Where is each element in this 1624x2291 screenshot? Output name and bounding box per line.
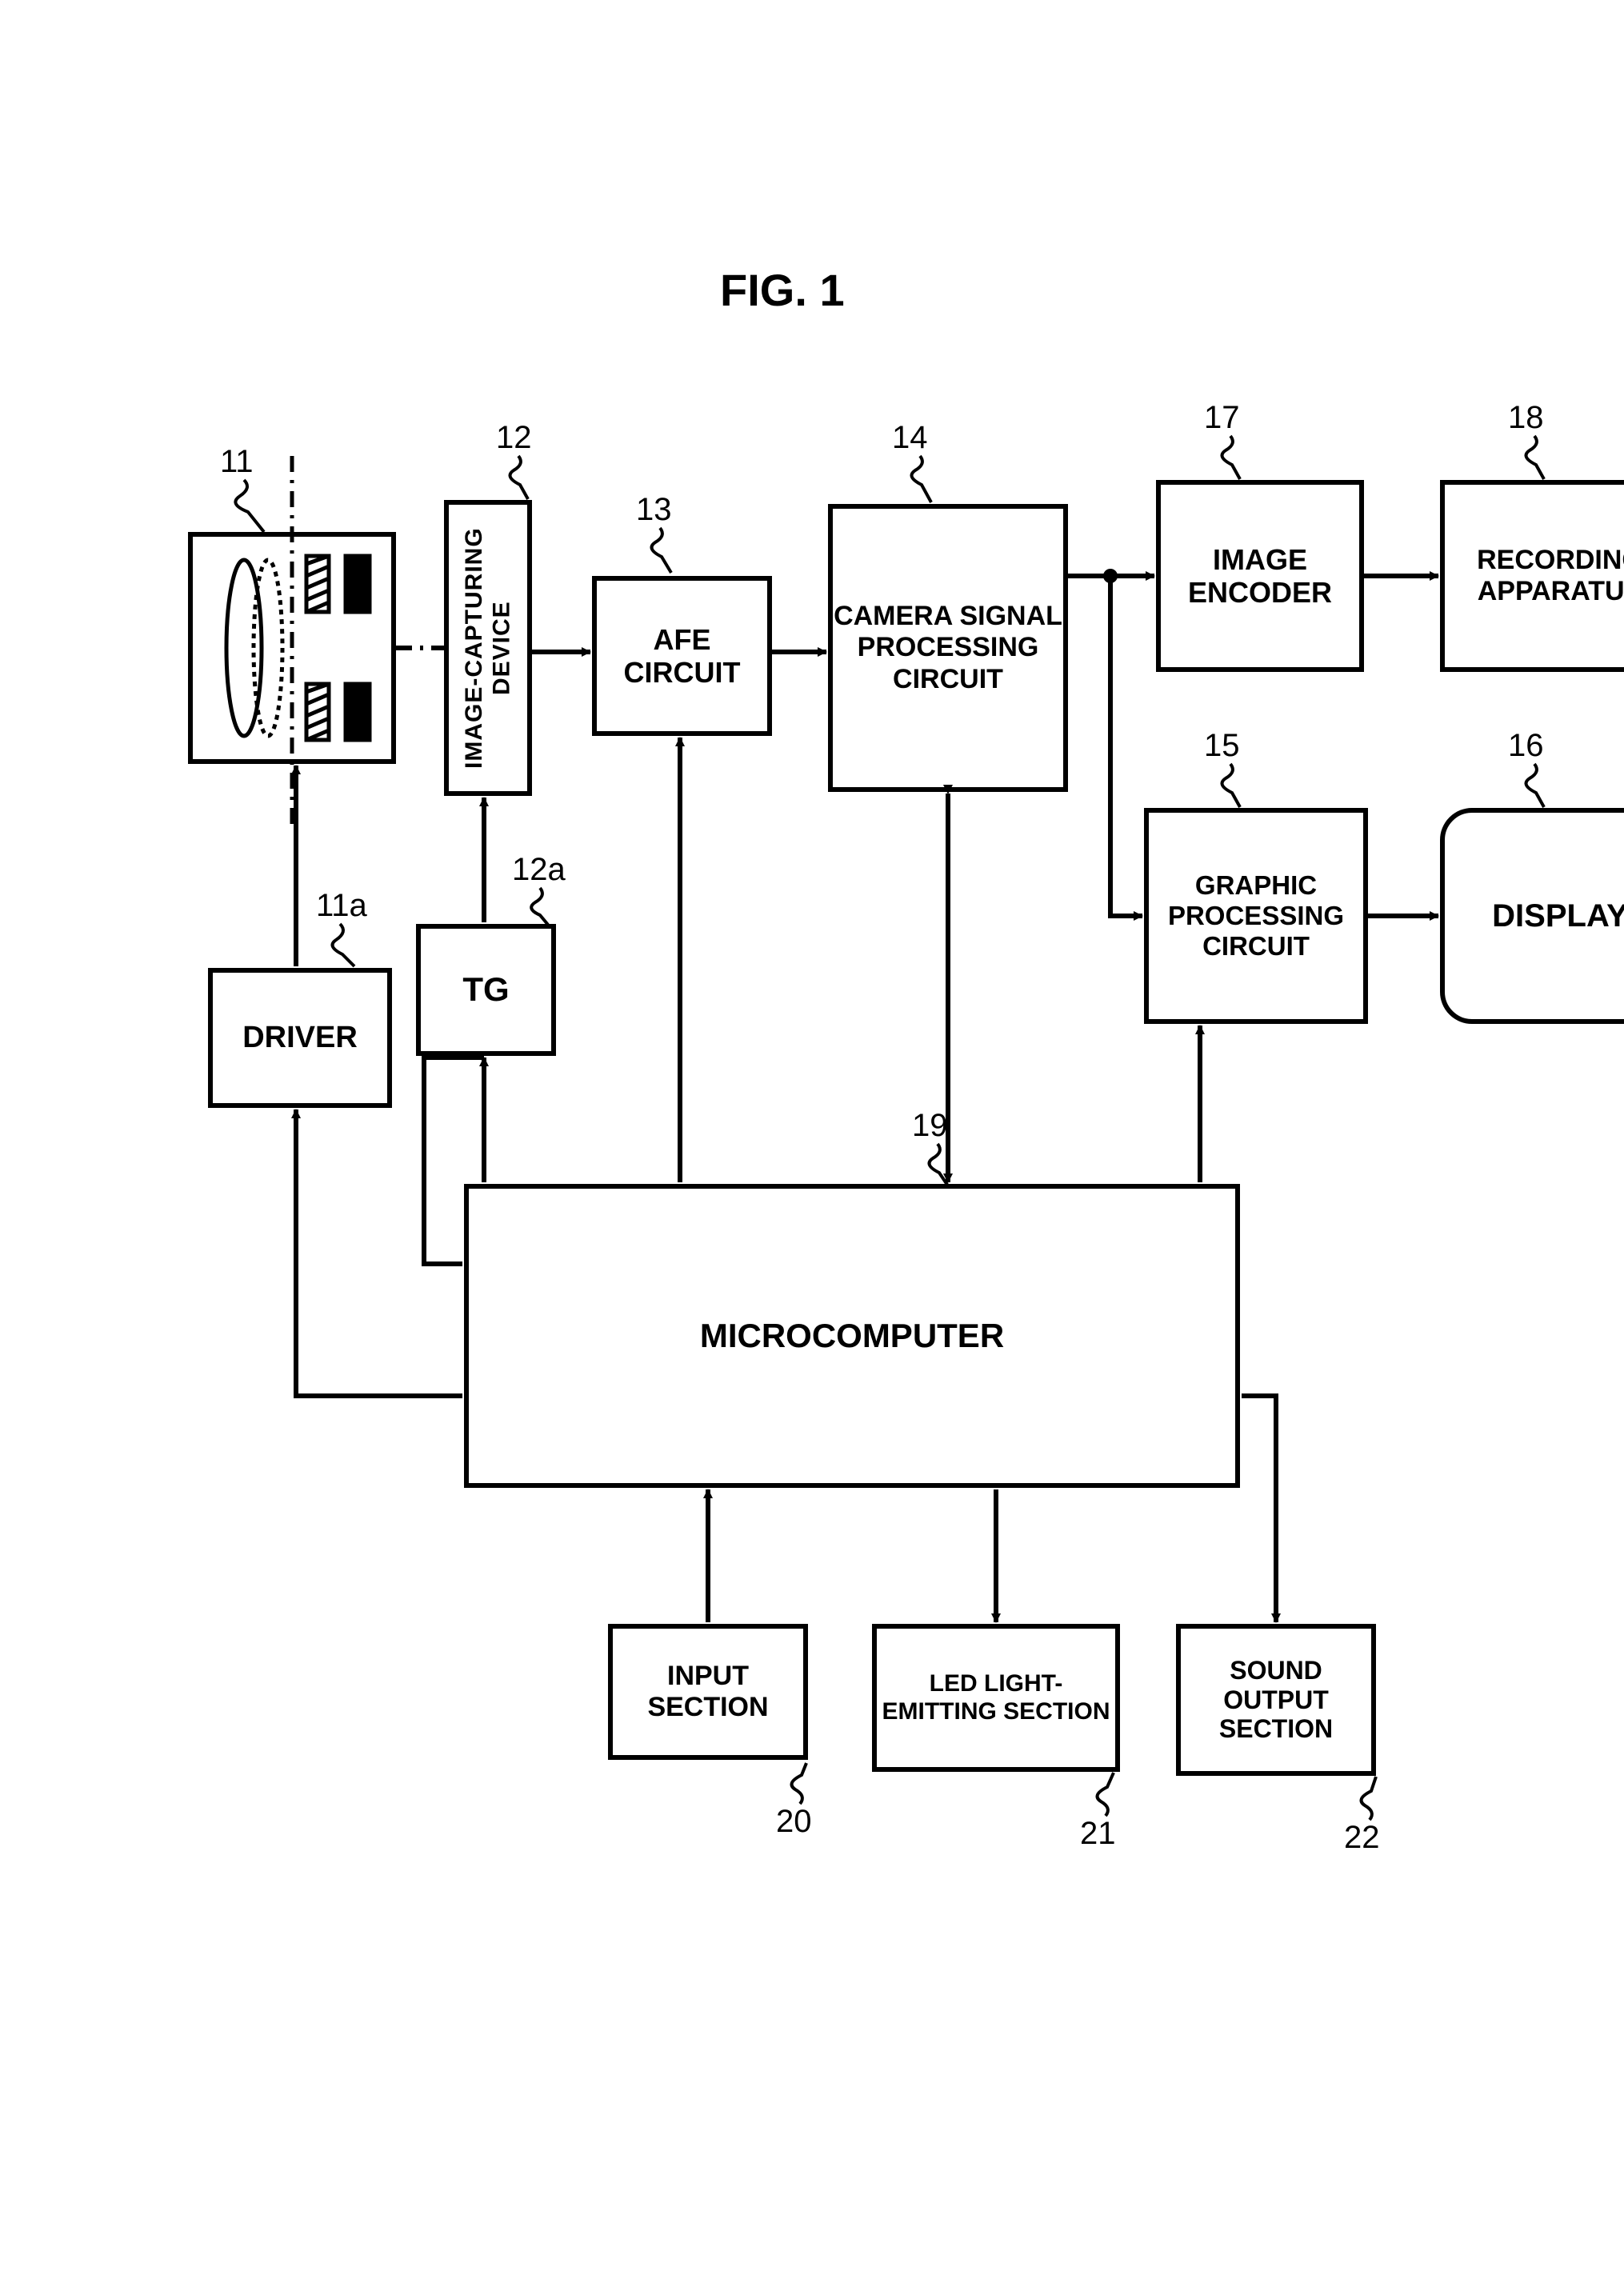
input-label: INPUT SECTION	[613, 1661, 803, 1723]
ref-11a: 11a	[316, 888, 367, 924]
diagram-canvas: FIG. 1 DRIVER IMAGE-CAPTURING DEVICE TG …	[0, 0, 1624, 2291]
ref-12a: 12a	[512, 852, 566, 888]
graphic-label: GRAPHIC PROCESSING CIRCUIT	[1149, 870, 1363, 962]
sound-label: SOUND OUTPUT SECTION	[1181, 1656, 1371, 1744]
camera-signal-processing-block: CAMERA SIGNAL PROCESSING CIRCUIT	[828, 504, 1068, 792]
cameraproc-label: CAMERA SIGNAL PROCESSING CIRCUIT	[833, 601, 1063, 694]
ref-16: 16	[1508, 728, 1544, 764]
ref-19: 19	[912, 1108, 948, 1144]
microcomputer-block: MICROCOMPUTER	[464, 1184, 1240, 1488]
encoder-label: IMAGE ENCODER	[1161, 543, 1359, 610]
image-capturing-device-block: IMAGE-CAPTURING DEVICE	[444, 500, 532, 796]
image-encoder-block: IMAGE ENCODER	[1156, 480, 1364, 672]
input-section-block: INPUT SECTION	[608, 1624, 808, 1760]
tg-label: TG	[462, 970, 509, 1009]
recording-apparatus-block: RECORDING APPARATUS	[1440, 480, 1624, 672]
lens-block	[188, 532, 396, 764]
sound-section-block: SOUND OUTPUT SECTION	[1176, 1624, 1376, 1776]
driver-block: DRIVER	[208, 968, 392, 1108]
micro-label: MICROCOMPUTER	[700, 1317, 1004, 1355]
ref-13: 13	[636, 492, 672, 528]
ref-14: 14	[892, 420, 928, 456]
graphic-processing-block: GRAPHIC PROCESSING CIRCUIT	[1144, 808, 1368, 1024]
ref-20: 20	[776, 1804, 812, 1840]
ref-21: 21	[1080, 1816, 1116, 1852]
ref-18: 18	[1508, 400, 1544, 436]
recording-label: RECORDING APPARATUS	[1445, 545, 1624, 607]
connections-overlay	[0, 0, 1624, 2291]
ref-12: 12	[496, 420, 532, 456]
imgcap-label: IMAGE-CAPTURING DEVICE	[461, 505, 516, 791]
ref-22: 22	[1344, 1820, 1380, 1856]
display-block: DISPLAY	[1440, 808, 1624, 1024]
led-label: LED LIGHT-EMITTING SECTION	[877, 1670, 1115, 1725]
afe-block: AFE CIRCUIT	[592, 576, 772, 736]
ref-11: 11	[220, 444, 254, 480]
ref-17: 17	[1204, 400, 1240, 436]
ref-15: 15	[1204, 728, 1240, 764]
tg-block: TG	[416, 924, 556, 1056]
figure-title: FIG. 1	[720, 264, 845, 316]
led-section-block: LED LIGHT-EMITTING SECTION	[872, 1624, 1120, 1772]
display-label: DISPLAY	[1492, 898, 1624, 934]
afe-label: AFE CIRCUIT	[597, 623, 767, 690]
driver-label: DRIVER	[242, 1021, 358, 1056]
